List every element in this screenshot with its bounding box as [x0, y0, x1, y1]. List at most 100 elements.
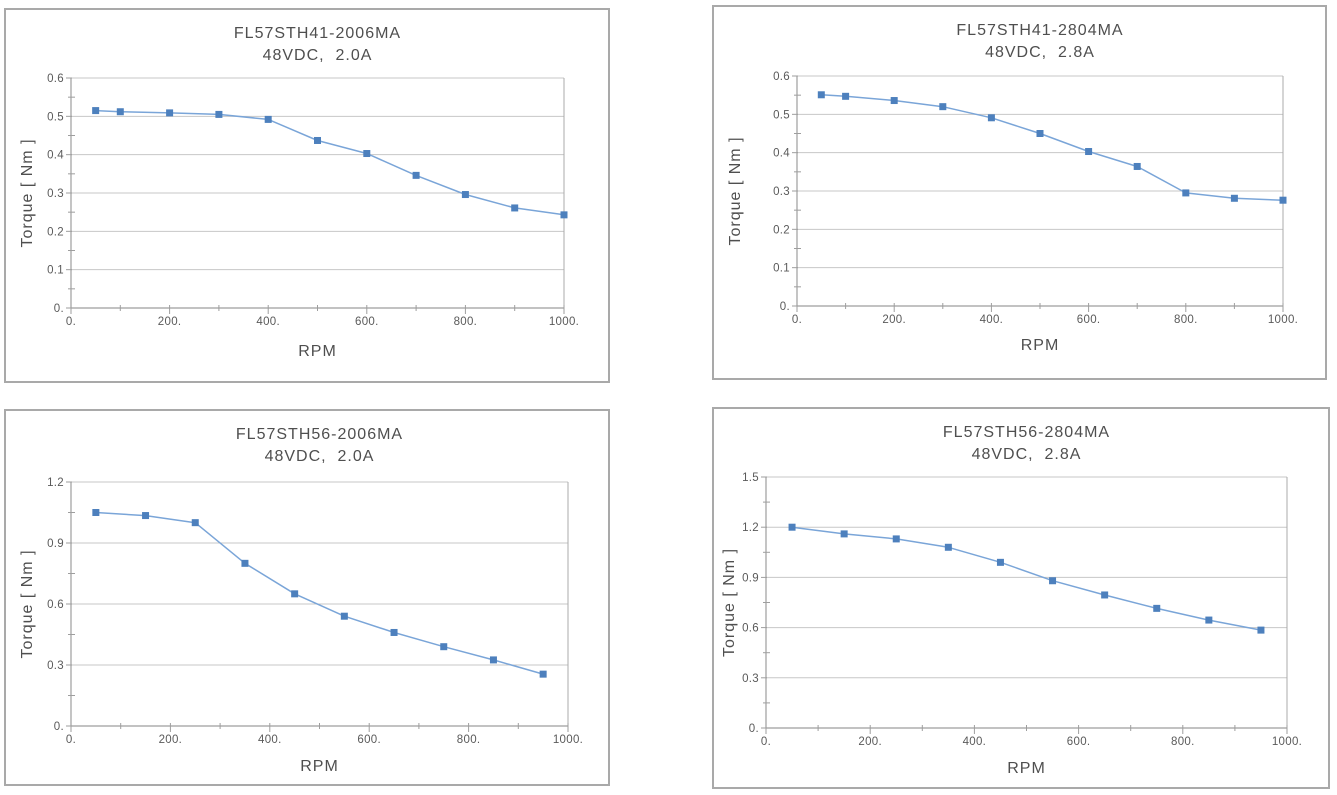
data-point-marker	[291, 590, 299, 598]
y-tick-label: 0.5	[773, 109, 790, 121]
chart-panel-fl57sth41-2804ma: FL57STH41-2804MA 48VDC, 2.8A 0. 0.1 0.2 0.3…	[712, 5, 1327, 380]
data-point-marker	[944, 543, 952, 551]
y-tick-label: 1.2	[47, 477, 64, 489]
y-tick-label: 0.	[54, 721, 64, 733]
y-tick-label: 0.9	[47, 538, 64, 550]
y-tick-label: 0.1	[47, 265, 64, 277]
y-tick-label: 1.2	[742, 522, 759, 534]
data-point-marker	[817, 91, 825, 99]
x-tick-label: 800.	[1171, 736, 1195, 748]
chart-title-conditions: 48VDC, 2.0A	[262, 47, 373, 64]
y-tick-label: 0.1	[773, 263, 790, 275]
x-tick-label: 0.	[66, 734, 76, 746]
y-tick-label: 0.3	[742, 673, 759, 685]
x-tick-label: 0.	[792, 314, 802, 326]
torque-vs-rpm-chart: 0. 0.3 0.6 0.9 1.2 0. 200. 400. 600. 800. 1000. RPM…	[19, 477, 583, 775]
x-tick-label: 1000.	[1272, 736, 1302, 748]
y-tick-label: 0.4	[47, 150, 64, 162]
chart-panel-fl57sth41-2006ma: FL57STH41-2006MA 48VDC, 2.0A 0. 0.1 0.2 0.3…	[4, 8, 610, 383]
y-tick-label: 0.	[749, 723, 759, 735]
y-tick-label: 0.6	[47, 73, 64, 85]
data-point-marker	[511, 204, 519, 212]
x-tick-label: 1000.	[1268, 314, 1298, 326]
y-tick-label: 0.	[780, 301, 790, 313]
x-tick-label: 0.	[66, 316, 76, 328]
y-tick-label: 0.2	[773, 224, 790, 236]
y-tick-label: 0.5	[47, 111, 64, 123]
data-point-marker	[1230, 194, 1238, 202]
series-line	[95, 109, 565, 216]
data-point-marker	[996, 558, 1004, 566]
y-axis-title: Torque [ Nm ]	[721, 548, 738, 657]
data-point-marker	[939, 103, 947, 111]
x-tick-label: 200.	[858, 736, 882, 748]
y-axis-title: Torque [ Nm ]	[727, 136, 744, 245]
data-point-marker	[1279, 196, 1287, 204]
chart-title-conditions: 48VDC, 2.8A	[985, 44, 1095, 61]
data-point-marker	[390, 628, 398, 636]
data-point-marker	[987, 114, 995, 122]
y-axis-title: Torque [ Nm ]	[19, 138, 36, 247]
series-line	[95, 511, 544, 675]
y-tick-label: 0.4	[773, 148, 790, 160]
data-point-marker	[142, 512, 150, 520]
data-point-marker	[1205, 616, 1213, 624]
torque-vs-rpm-chart: 0. 0.3 0.6 0.9 1.2 1.5 0. 200. 400. 600. 800. 1000.…	[721, 472, 1302, 777]
y-tick-label: 0.9	[742, 572, 759, 584]
data-point-marker	[461, 191, 469, 199]
data-point-marker	[440, 643, 448, 651]
data-point-marker	[1153, 604, 1161, 612]
x-tick-label: 1000.	[553, 734, 583, 746]
y-tick-label: 0.2	[47, 226, 64, 238]
x-axis-title: RPM	[1007, 760, 1046, 777]
chart-title: FL57STH56-2804MA 48VDC, 2.8A	[766, 422, 1287, 466]
data-point-marker	[1257, 626, 1265, 634]
x-axis-title: RPM	[300, 758, 339, 775]
chart-title-conditions: 48VDC, 2.8A	[971, 446, 1082, 463]
data-point-marker	[215, 110, 223, 118]
data-point-marker	[314, 136, 321, 144]
y-tick-label: 0.3	[773, 186, 790, 198]
data-point-marker	[1101, 591, 1109, 599]
x-tick-label: 400.	[980, 314, 1004, 326]
chart-title-model: FL57STH56-2804MA	[942, 424, 1111, 441]
x-tick-label: 600.	[357, 734, 381, 746]
chart-title: FL57STH41-2006MA 48VDC, 2.0A	[71, 23, 564, 67]
data-point-marker	[788, 523, 796, 531]
x-axis-title: RPM	[1021, 337, 1060, 354]
data-point-marker	[890, 97, 898, 105]
x-axis-title: RPM	[298, 343, 337, 360]
y-tick-label: 1.5	[742, 472, 759, 484]
data-point-marker	[241, 559, 249, 567]
chart-title-model: FL57STH41-2804MA	[956, 22, 1124, 39]
torque-vs-rpm-chart: 0. 0.1 0.2 0.3 0.4 0.5 0.6 0. 200. 400. 600. 800. 10…	[727, 71, 1298, 354]
y-tick-label: 0.6	[742, 623, 759, 635]
data-point-marker	[1133, 162, 1141, 170]
data-point-marker	[92, 509, 100, 516]
data-point-marker	[92, 107, 100, 115]
x-tick-label: 600.	[1077, 314, 1101, 326]
data-point-marker	[489, 656, 497, 664]
x-tick-label: 400.	[963, 736, 987, 748]
series-line	[821, 94, 1284, 201]
y-axis-title: Torque [ Nm ]	[19, 549, 36, 658]
y-tick-label: 0.6	[773, 71, 790, 83]
x-tick-label: 800.	[457, 734, 481, 746]
chart-title-model: FL57STH41-2006MA	[233, 25, 402, 42]
x-tick-label: 0.	[761, 736, 771, 748]
x-tick-label: 600.	[355, 316, 379, 328]
x-tick-label: 600.	[1067, 736, 1091, 748]
x-tick-label: 1000.	[549, 316, 579, 328]
data-point-marker	[1182, 189, 1190, 197]
data-point-marker	[842, 92, 850, 100]
chart-title-conditions: 48VDC, 2.0A	[264, 448, 375, 465]
data-point-marker	[264, 115, 272, 123]
x-tick-label: 800.	[1174, 314, 1198, 326]
chart-panel-fl57sth56-2804ma: FL57STH56-2804MA 48VDC, 2.8A 0. 0.3 0.6 0.9…	[712, 407, 1330, 789]
data-point-marker	[1085, 148, 1093, 156]
data-point-marker	[340, 612, 348, 620]
series-line	[791, 526, 1262, 631]
chart-title: FL57STH56-2006MA 48VDC, 2.0A	[71, 424, 568, 468]
x-tick-label: 800.	[454, 316, 478, 328]
